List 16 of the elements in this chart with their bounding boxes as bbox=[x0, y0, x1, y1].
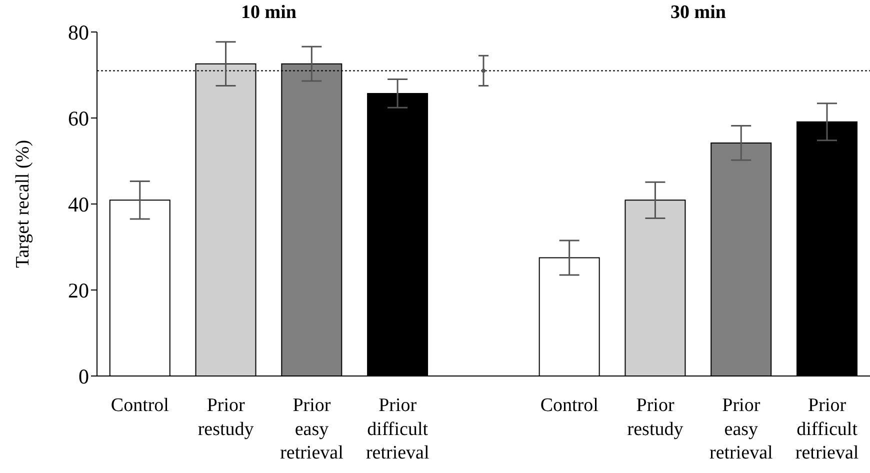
x-tick-label: Prior restudy bbox=[198, 395, 254, 440]
y-tick-label: 80 bbox=[68, 20, 89, 44]
y-tick-label: 60 bbox=[68, 106, 89, 130]
x-tick-label: Prior easy retrieval bbox=[280, 395, 344, 464]
y-tick-label: 0 bbox=[78, 364, 89, 388]
x-tick-label: Control bbox=[540, 395, 598, 416]
x-tick-label: Prior difficult retrieval bbox=[795, 395, 859, 464]
x-tick-label: Control bbox=[110, 395, 169, 416]
text: 10 min bbox=[240, 2, 298, 24]
x-tick-label: Prior easy retrieval bbox=[710, 395, 773, 464]
x-tick-label: Prior difficult retrieval bbox=[366, 395, 430, 464]
x-tick-label: Prior restudy bbox=[627, 395, 684, 440]
y-tick-label: 40 bbox=[68, 192, 89, 216]
y-axis-title: Target recall (%) bbox=[12, 140, 34, 268]
y-tick-label: 20 bbox=[68, 278, 89, 302]
text: 30 min bbox=[670, 2, 727, 24]
